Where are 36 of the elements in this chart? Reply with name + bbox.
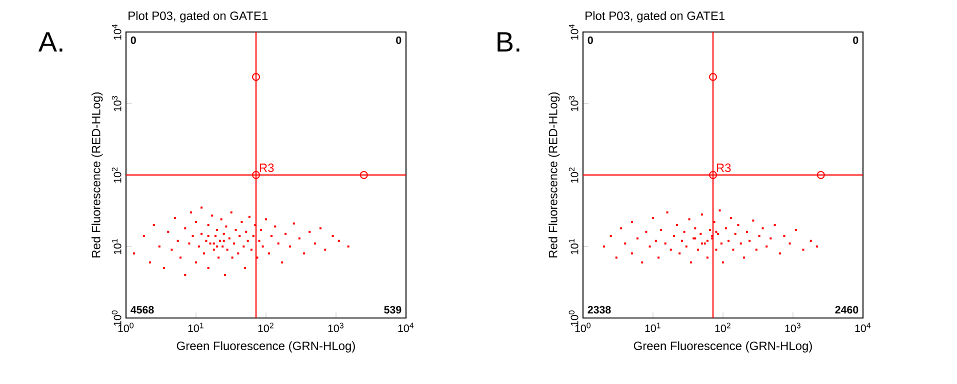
y-tick-label: 10$^{4}$ [568,24,578,40]
x-tick-label: 10$^{1}$ [645,322,660,332]
annotation: 0 [853,36,858,44]
y-tick-label: 10$^{2}$ [112,168,122,183]
x-tick-label: 10$^{2}$ [715,322,730,332]
annotation: 2338 [588,306,611,314]
annotation: 2460 [835,306,858,314]
annotation: R3 [716,164,731,172]
annotation: 0 [588,36,593,44]
x-axis-title: Green Fluorescence (GRN-HLog) [176,341,355,352]
y-tick-label: 10$^{1}$ [568,239,578,254]
y-tick-label: 10$^{1}$ [112,239,122,254]
y-tick-label: 10$^{4}$ [112,24,122,40]
y-tick-label: 10$^{2}$ [568,168,578,183]
x-tick-label: 10$^{0}$ [118,322,134,332]
annotation: 4568 [130,306,154,314]
chart-title: Plot P03, gated on GATE1 [586,11,725,22]
x-axis-title: Green Fluorescence (GRN-HLog) [634,341,812,352]
annotation: 539 [384,306,402,314]
y-tick-label: 10$^{3}$ [568,96,578,112]
chart-title: Plot P03, gated on GATE1 [128,11,268,22]
annotation: 0 [130,36,136,44]
y-axis-title: Red Fluorescence (RED-HLog) [92,92,103,258]
x-tick-label: 10$^{3}$ [785,322,800,332]
x-tick-label: 10$^{4}$ [855,322,871,332]
x-tick-label: 10$^{3}$ [328,322,344,332]
x-tick-label: 10$^{1}$ [188,322,204,332]
annotation: 0 [396,36,402,44]
x-tick-label: 10$^{0}$ [575,322,591,332]
x-tick-label: 10$^{4}$ [398,322,414,332]
text: B. [498,32,520,52]
x-tick-label: 10$^{2}$ [258,322,274,332]
y-tick-label: 10$^{3}$ [112,96,122,112]
y-axis-title: Red Fluorescence (RED-HLog) [548,92,560,258]
annotation: R3 [260,164,274,172]
text: A. [38,32,62,52]
